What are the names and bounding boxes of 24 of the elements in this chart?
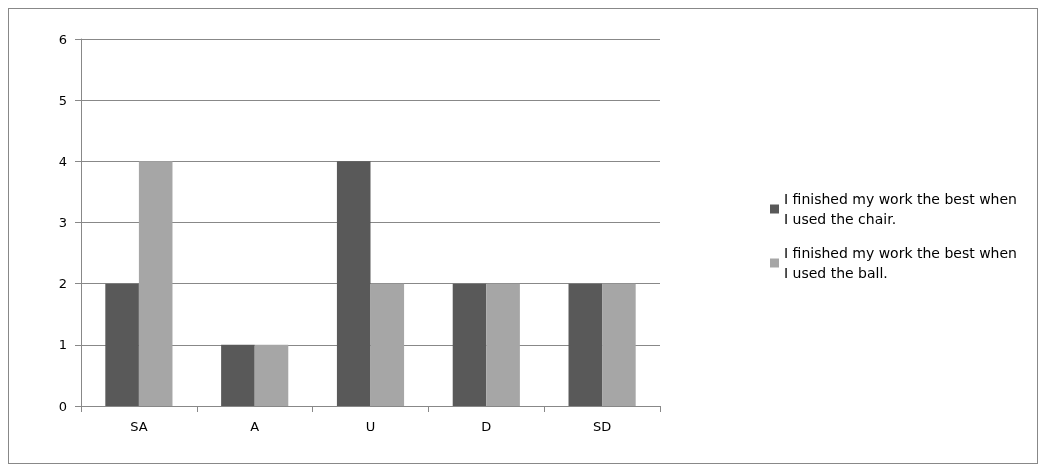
bar: [221, 344, 255, 406]
bar: [105, 283, 139, 406]
bar: [602, 283, 636, 406]
y-tick-label: 2: [58, 276, 67, 292]
bar: [336, 161, 371, 406]
y-tick-label: 1: [58, 337, 67, 353]
legend-label: I finished my work the best when I used the chair.: [784, 191, 1022, 227]
x-tick-label: SD: [592, 419, 612, 434]
legend-label: I finished my work the best when I used the ball.: [784, 245, 1022, 281]
bar: [568, 283, 603, 406]
x-tick-label: D: [481, 419, 492, 434]
y-tick-label: 6: [58, 31, 67, 47]
x-tick-label: A: [250, 419, 260, 434]
x-tick-label: SA: [130, 419, 148, 434]
y-tick-label: 3: [58, 215, 67, 230]
bar: [370, 283, 405, 406]
x-tick-label: U: [365, 419, 376, 434]
y-tick-label: 0: [58, 398, 67, 414]
bar: [452, 283, 487, 406]
bar: [486, 283, 520, 406]
y-tick-label: 4: [58, 153, 67, 169]
bar: [138, 161, 173, 406]
bar: [254, 344, 289, 406]
y-tick-label: 5: [58, 92, 67, 108]
